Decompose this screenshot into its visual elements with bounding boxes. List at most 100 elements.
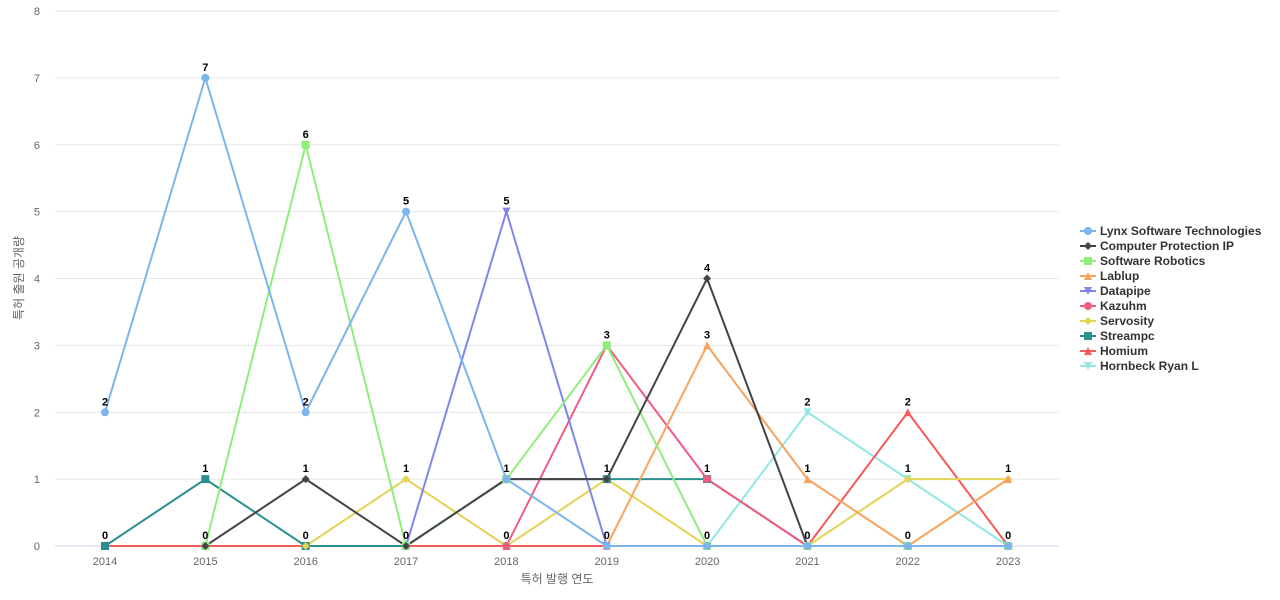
legend-item-servosity[interactable]: Servosity <box>1080 314 1154 328</box>
data-label: 4 <box>704 263 711 275</box>
legend-marker <box>1084 362 1092 370</box>
data-label: 1 <box>202 463 208 475</box>
x-tick-label: 2021 <box>795 556 819 568</box>
legend-marker <box>1084 332 1092 340</box>
legend-item-homium[interactable]: Homium <box>1080 344 1148 358</box>
y-axis-title: 특허 출원 공개량 <box>12 236 26 320</box>
x-axis-title: 특허 발행 연도 <box>521 571 594 586</box>
x-tick-label: 2020 <box>695 556 719 568</box>
y-tick-label: 2 <box>34 407 40 419</box>
data-label: 6 <box>303 129 309 141</box>
data-label: 2 <box>102 396 108 408</box>
x-tick-label: 2018 <box>494 556 518 568</box>
legend-marker <box>1084 257 1092 265</box>
data-point-lynx-software-technologies <box>703 542 712 550</box>
data-label: 2 <box>905 396 911 408</box>
y-tick-label: 4 <box>34 274 40 286</box>
legend-label: Streampc <box>1100 329 1155 343</box>
data-label: 0 <box>303 530 309 542</box>
data-point-lynx-software-technologies <box>602 542 611 550</box>
data-label: 1 <box>704 463 710 475</box>
data-point-servosity <box>903 475 912 484</box>
data-point-hornbeck-ryan-l <box>803 408 812 417</box>
legend-label: Servosity <box>1100 314 1154 328</box>
y-tick-label: 7 <box>34 73 40 85</box>
y-tick-label: 5 <box>34 207 40 219</box>
data-point-lablup <box>703 341 712 350</box>
x-tick-label: 2016 <box>293 556 317 568</box>
data-label: 1 <box>905 463 911 475</box>
data-label: 0 <box>202 530 208 542</box>
legend-label: Lablup <box>1100 269 1139 283</box>
data-point-lynx-software-technologies <box>1004 542 1013 550</box>
legend-marker <box>1084 242 1092 250</box>
data-label: 2 <box>804 396 810 408</box>
x-tick-label: 2017 <box>394 556 418 568</box>
y-tick-label: 1 <box>34 474 40 486</box>
data-point-streampc <box>101 542 109 550</box>
series-line-lynx-software-technologies <box>104 76 1010 547</box>
legend-label: Homium <box>1100 344 1148 358</box>
data-point-servosity <box>402 475 411 484</box>
data-label: 0 <box>1005 530 1011 542</box>
data-point-datapipe <box>502 207 511 216</box>
data-label: 5 <box>403 196 409 208</box>
data-label: 2 <box>303 396 309 408</box>
data-label: 5 <box>503 196 509 208</box>
x-tick-label: 2015 <box>193 556 217 568</box>
y-tick-label: 3 <box>34 340 40 352</box>
data-point-computer-protection-ip <box>301 475 310 484</box>
y-tick-label: 6 <box>34 140 40 152</box>
legend-label: Computer Protection IP <box>1100 239 1234 253</box>
data-label: 3 <box>704 329 710 341</box>
data-point-lynx-software-technologies <box>201 73 210 82</box>
data-point-lynx-software-technologies <box>803 542 812 550</box>
series-markers <box>101 73 1013 550</box>
data-label: 1 <box>303 463 309 475</box>
data-label: 0 <box>604 530 610 542</box>
series-lines <box>104 76 1010 547</box>
legend-item-lynx-software-technologies[interactable]: Lynx Software Technologies <box>1080 224 1262 238</box>
data-point-streampc <box>201 475 210 484</box>
legend-item-kazuhm[interactable]: Kazuhm <box>1080 299 1147 313</box>
legend-item-lablup[interactable]: Lablup <box>1080 269 1139 283</box>
data-label: 1 <box>1005 463 1011 475</box>
legend-item-software-robotics[interactable]: Software Robotics <box>1080 254 1206 268</box>
legend-item-streampc[interactable]: Streampc <box>1080 329 1155 343</box>
data-label: 1 <box>503 463 509 475</box>
data-point-computer-protection-ip <box>703 274 712 283</box>
data-point-lynx-software-technologies <box>502 475 511 484</box>
data-label: 1 <box>403 463 409 475</box>
data-label: 1 <box>604 463 610 475</box>
data-label: 0 <box>503 530 509 542</box>
legend-marker <box>1084 227 1092 235</box>
data-point-lablup <box>803 475 812 484</box>
data-point-software-robotics <box>602 341 611 350</box>
data-point-lynx-software-technologies <box>301 408 310 417</box>
data-label: 0 <box>403 530 409 542</box>
legend-item-computer-protection-ip[interactable]: Computer Protection IP <box>1080 239 1234 253</box>
legend-marker <box>1084 347 1092 355</box>
data-point-lynx-software-technologies <box>101 408 109 417</box>
data-label: 3 <box>604 329 610 341</box>
legend-label: Hornbeck Ryan L <box>1100 359 1199 373</box>
legend-label: Lynx Software Technologies <box>1100 224 1262 238</box>
legend-item-datapipe[interactable]: Datapipe <box>1080 284 1151 298</box>
data-point-lablup <box>1004 475 1013 484</box>
legend-label: Software Robotics <box>1100 254 1206 268</box>
data-label: 0 <box>102 530 108 542</box>
data-point-computer-protection-ip <box>602 475 611 484</box>
data-label: 7 <box>202 62 208 74</box>
data-point-kazuhm <box>703 475 712 484</box>
y-tick-label: 8 <box>34 6 40 18</box>
data-point-servosity <box>301 542 310 550</box>
data-point-lynx-software-technologies <box>903 542 912 550</box>
x-tick-label: 2022 <box>896 556 920 568</box>
legend-label: Datapipe <box>1100 284 1151 298</box>
series-line-homium <box>104 411 1010 547</box>
x-tick-label: 2023 <box>996 556 1020 568</box>
series-line-lablup <box>605 344 1010 547</box>
legend-item-hornbeck-ryan-l[interactable]: Hornbeck Ryan L <box>1080 359 1199 373</box>
